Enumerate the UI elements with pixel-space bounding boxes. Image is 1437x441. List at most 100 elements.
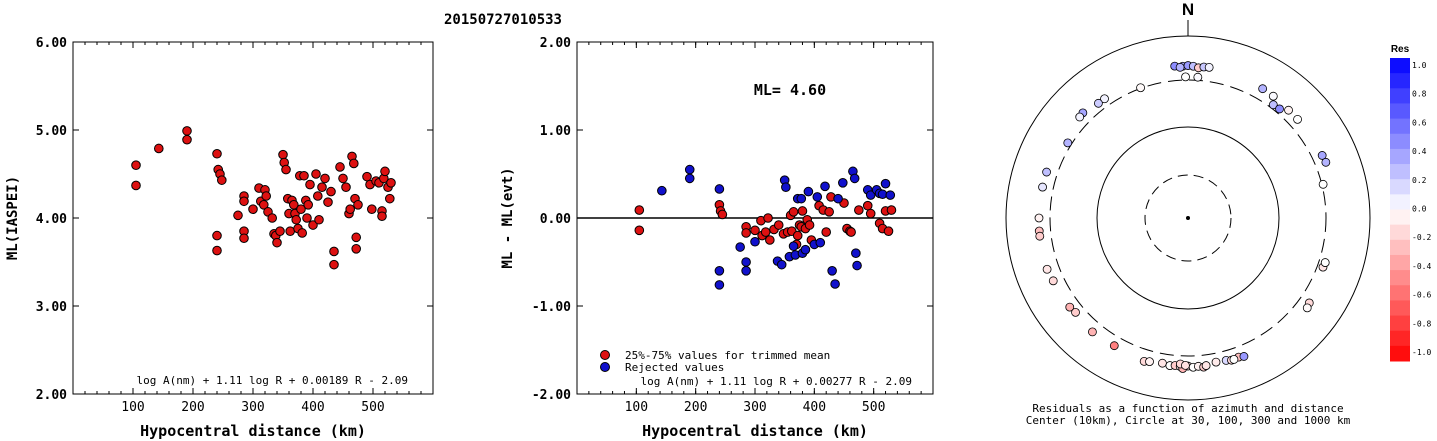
left-formula: log A(nm) + 1.11 log R + 0.00189 R - 2.0…: [136, 374, 408, 387]
left-x-ticks: 100 200 300 400 500: [72, 42, 434, 415]
station-residual-point: [1035, 231, 1045, 241]
middle-ytick-label: 2.00: [540, 36, 571, 51]
rejected-point: [838, 178, 848, 188]
north-label: N: [1182, 0, 1194, 19]
rejected-point: [684, 173, 695, 184]
left-data-point: [303, 200, 314, 210]
rejected-point: [714, 266, 725, 276]
trimmed-mean-point: [797, 206, 808, 216]
colorbar-label: -0.4: [1412, 262, 1431, 271]
left-data-point: [323, 197, 333, 207]
colorbar-cell: [1390, 164, 1410, 180]
rejected-point: [815, 237, 826, 248]
left-data-point: [308, 220, 318, 230]
station-residual-point: [1258, 84, 1268, 94]
circle-1000km: [1005, 35, 1371, 401]
station-residual-point: [1145, 357, 1154, 367]
circle-300km: [1049, 79, 1327, 357]
rejected-point: [812, 192, 823, 202]
left-data-point: [285, 226, 296, 236]
trimmed-mean-point: [854, 205, 864, 215]
colorbar-cell: [1390, 239, 1410, 256]
legend-red-marker: [600, 350, 610, 360]
station-residual-point: [1211, 357, 1221, 367]
rejected-point: [830, 279, 840, 289]
rejected-point: [788, 241, 799, 251]
middle-y-ticks: -2.00 -1.00 0.00 1.00 2.00: [532, 36, 933, 403]
rejected-point: [796, 193, 807, 204]
colorbar-cell: [1390, 224, 1410, 241]
rejected-point: [865, 190, 876, 200]
left-data-point: [335, 162, 345, 172]
trimmed-mean-point: [760, 227, 771, 237]
circle-100km: [1096, 126, 1280, 310]
left-data-point: [353, 200, 363, 210]
circle-30km: [1144, 174, 1232, 262]
station-residual-point: [1075, 112, 1085, 122]
left-data-point: [385, 193, 395, 204]
left-xtick-label: 200: [181, 400, 204, 415]
colorbar-cell: [1390, 330, 1410, 347]
left-data-point: [311, 169, 321, 179]
left-ylabel: ML(IASPEI): [5, 176, 21, 260]
left-data-point: [362, 171, 372, 182]
middle-x-ticks: 100 200 300 400 500: [576, 42, 934, 415]
colorbar-label: 0.6: [1412, 118, 1427, 127]
left-xtick-label: 300: [241, 400, 264, 415]
station-residual-point: [1229, 355, 1239, 364]
left-data-point: [233, 210, 243, 221]
trimmed-mean-point: [741, 228, 751, 238]
colorbar-label: -0.6: [1412, 291, 1431, 300]
colorbar-cell: [1390, 103, 1410, 120]
left-data-point: [345, 204, 356, 214]
middle-xtick-label: 300: [743, 400, 766, 415]
left-xtick-label: 100: [121, 400, 144, 415]
colorbar-cell: [1390, 209, 1410, 226]
colorbar-cell: [1390, 148, 1410, 165]
rejected-point: [827, 266, 837, 276]
colorbar-cell: [1390, 345, 1410, 362]
trimmed-mean-point: [717, 209, 728, 220]
figure-title: 20150727010533: [444, 12, 562, 28]
polar-caption-2: Center (10km), Circle at 30, 100, 300 an…: [1026, 414, 1351, 427]
middle-data-points: [634, 164, 897, 290]
colorbar-cell: [1390, 179, 1410, 195]
station-residual-point: [1320, 258, 1330, 267]
station-residual-point: [1201, 361, 1211, 370]
rejected-point: [803, 186, 814, 197]
rejected-point: [741, 257, 751, 267]
legend-blue-label: Rejected values: [625, 361, 724, 374]
trimmed-mean-point: [634, 225, 645, 236]
left-data-point: [259, 200, 269, 210]
left-data-points: [131, 126, 396, 270]
left-ytick-label: 4.00: [36, 212, 67, 227]
left-data-point: [314, 214, 324, 225]
left-data-point: [317, 182, 327, 192]
left-data-point: [217, 175, 227, 185]
station-residual-point: [1181, 72, 1190, 82]
station-residual-point: [1038, 182, 1047, 192]
middle-xtick-label: 500: [862, 400, 885, 415]
middle-xtick-label: 200: [684, 400, 707, 415]
station-residual-point: [1100, 94, 1109, 104]
rejected-point: [657, 185, 667, 196]
station-residual-point: [1065, 302, 1075, 312]
left-data-point: [261, 191, 272, 201]
left-data-point: [341, 182, 351, 192]
azimuth-residual-map: N Residuals as a function of azimuth and…: [1005, 0, 1371, 427]
colorbar-label: -0.8: [1412, 319, 1431, 328]
station-residual-point: [1268, 100, 1278, 110]
left-data-point: [291, 214, 302, 225]
middle-residual-plot: -2.00 -1.00 0.00 1.00 2.00 100 200 300 400 500 M…: [500, 36, 934, 440]
middle-xtick-label: 100: [625, 400, 648, 415]
residual-colorbar: Res 1.0 0.8 0.6 0.4 0.2 0.0 -0.2 -0.4 -0.6 -0.8 -1…: [1390, 44, 1431, 362]
colorbar-cell: [1390, 133, 1410, 150]
station-residual-point: [1093, 98, 1103, 108]
colorbar-cell: [1390, 118, 1410, 135]
middle-ytick-label: 0.00: [540, 212, 571, 227]
middle-formula: log A(nm) + 1.11 log R + 0.00277 R - 2.0…: [640, 375, 912, 388]
left-data-point: [212, 148, 222, 159]
station-residual-point: [1175, 62, 1185, 72]
trimmed-mean-point: [634, 205, 645, 215]
